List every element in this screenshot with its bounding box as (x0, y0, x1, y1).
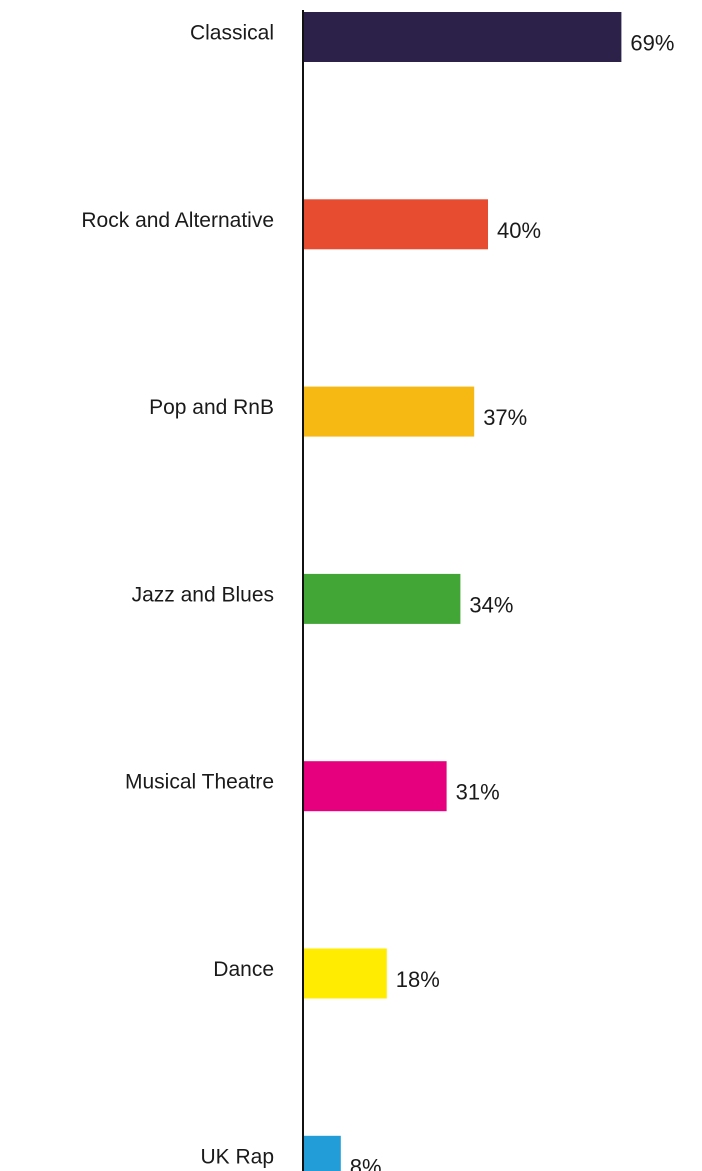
category-label-jazz-and-blues: Jazz and Blues (132, 583, 274, 606)
category-label-dance: Dance (213, 958, 274, 981)
bar-uk-rap (304, 1135, 341, 1171)
value-label-musical-theatre: 31% (456, 780, 500, 805)
value-label-uk-rap: 8% (350, 1154, 382, 1171)
bar-rock-and-alternative (304, 199, 488, 250)
bar-dance (304, 948, 387, 999)
bar-classical (304, 12, 622, 62)
labels-layer: Classical 69% Rock and Alternative 40% Pop a… (81, 22, 674, 1171)
value-label-pop-and-rnb: 37% (483, 405, 527, 430)
category-label-uk-rap: UK Rap (200, 1145, 274, 1168)
value-label-dance: 18% (396, 967, 440, 992)
category-label-musical-theatre: Musical Theatre (125, 771, 274, 794)
value-label-classical: 69% (630, 31, 674, 56)
category-label-pop-and-rnb: Pop and RnB (149, 396, 274, 419)
category-label-classical: Classical (190, 22, 274, 45)
category-label-rock-and-alternative: Rock and Alternative (81, 209, 274, 232)
bar-pop-and-rnb (304, 386, 475, 437)
bars-layer (304, 12, 622, 1171)
value-label-jazz-and-blues: 34% (469, 592, 513, 617)
bar-jazz-and-blues (304, 573, 461, 624)
bar-musical-theatre (304, 761, 447, 812)
value-label-rock-and-alternative: 40% (497, 218, 541, 243)
